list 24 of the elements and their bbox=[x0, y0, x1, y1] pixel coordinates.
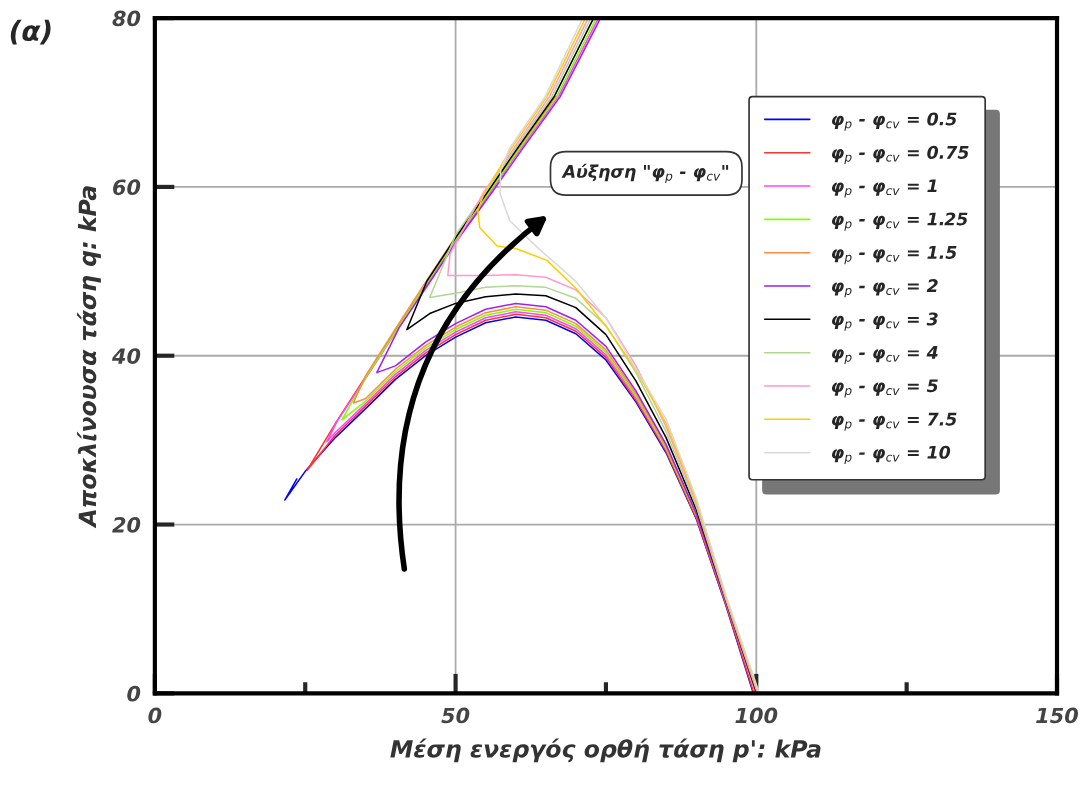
y-tick-label: 80 bbox=[112, 10, 141, 27]
x-tick-label: 50 bbox=[441, 707, 470, 724]
legend-label: φ$_{p}$ - φ$_{cv}$ = 3 bbox=[831, 312, 938, 331]
y-tick-label: 20 bbox=[112, 516, 141, 533]
legend-label: φ$_{p}$ - φ$_{cv}$ = 1 bbox=[831, 179, 937, 198]
legend-label: φ$_{p}$ - φ$_{cv}$ = 4 bbox=[831, 346, 938, 365]
x-tick-label: 100 bbox=[735, 707, 778, 724]
legend-label: φ$_{p}$ - φ$_{cv}$ = 0.75 bbox=[831, 145, 969, 165]
legend-label: φ$_{p}$ - φ$_{cv}$ = 2 bbox=[831, 279, 938, 298]
chart-title: (α) bbox=[10, 19, 51, 45]
legend-label: φ$_{p}$ - φ$_{cv}$ = 5 bbox=[831, 379, 938, 398]
x-tick-label: 150 bbox=[1036, 707, 1079, 724]
y-tick-label: 60 bbox=[113, 179, 141, 196]
legend-label: φ$_{p}$ - φ$_{cv}$ = 1.25 bbox=[831, 212, 968, 231]
x-axis-title: Μέση ενεργός ορθή τάση p': kPa bbox=[390, 738, 821, 763]
legend-label: φ$_{p}$ - φ$_{cv}$ = 7.5 bbox=[831, 412, 957, 431]
x-tick-label: 0 bbox=[148, 707, 162, 724]
annotation: Αύξηση "φ$_{p}$ - φ$_{cv}$" bbox=[561, 163, 729, 184]
y-tick-label: 0 bbox=[127, 685, 141, 702]
legend-label: φ$_{p}$ - φ$_{cv}$ = 0.5 bbox=[831, 112, 957, 131]
legend-label: φ$_{p}$ - φ$_{cv}$ = 1.5 bbox=[831, 246, 957, 265]
y-axis-title: Αποκλίνουσα τάση q: kPa bbox=[77, 186, 101, 529]
legend-label: φ$_{p}$ - φ$_{cv}$ = 10 bbox=[831, 445, 951, 464]
y-tick-label: 40 bbox=[111, 348, 141, 364]
